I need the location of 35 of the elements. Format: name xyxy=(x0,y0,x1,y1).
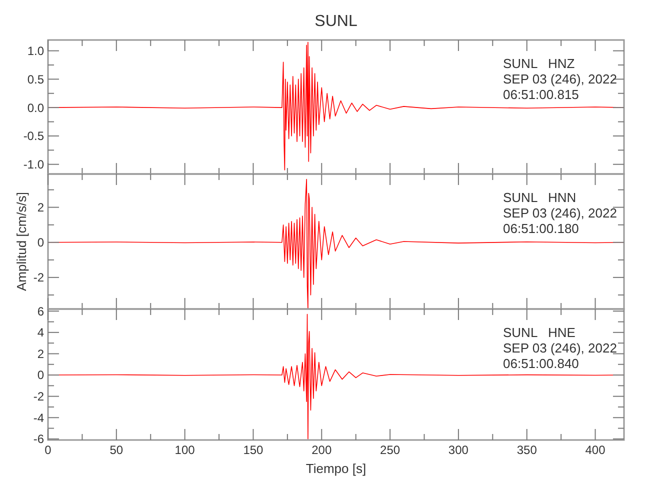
y-tick-label: 0 xyxy=(37,368,44,382)
y-tick-label: -1.0 xyxy=(23,158,44,172)
y-tick-label: -2 xyxy=(33,390,44,404)
x-tick-label: 100 xyxy=(174,443,196,457)
x-tick-label: 350 xyxy=(516,443,538,457)
y-tick-label: 0.5 xyxy=(27,72,44,86)
y-tick-label: 2 xyxy=(37,200,44,215)
y-axis-title: Amplitud [cm/s/s] xyxy=(14,192,29,291)
annotation: 06:51:00.840 xyxy=(503,356,579,371)
y-tick-label: -0.5 xyxy=(23,129,44,144)
y-tick-label: -2 xyxy=(33,270,44,285)
annotation: 06:51:00.815 xyxy=(503,87,579,102)
y-tick-label: 6 xyxy=(37,304,44,318)
x-tick-label: 250 xyxy=(380,443,400,457)
annotation: SUNL HNE xyxy=(503,325,576,340)
annotation: 06:51:00.180 xyxy=(503,221,579,236)
x-axis-title: Tiempo [s] xyxy=(306,461,366,476)
y-tick-label: -6 xyxy=(33,432,44,446)
y-tick-label: 4 xyxy=(37,326,44,340)
annotation: SEP 03 (246), 2022 xyxy=(503,72,617,86)
annotation: SUNL HNZ xyxy=(503,56,575,71)
y-tick-label: 2 xyxy=(37,346,44,361)
x-tick-label: 150 xyxy=(243,443,264,457)
annotation: SEP 03 (246), 2022 xyxy=(503,206,617,220)
x-tick-label: 50 xyxy=(110,443,124,457)
annotation: SEP 03 (246), 2022 xyxy=(503,340,617,356)
y-tick-label: -4 xyxy=(33,410,44,425)
x-tick-label: 400 xyxy=(585,443,606,457)
y-tick-label: 0 xyxy=(37,236,44,250)
y-tick-label: 1.0 xyxy=(27,44,44,58)
x-tick-label: 300 xyxy=(448,443,469,457)
y-tick-label: 0.0 xyxy=(27,100,44,115)
x-tick-label: 200 xyxy=(312,443,332,457)
chart-title: SUNL xyxy=(314,13,358,30)
annotation: SUNL HNN xyxy=(503,190,576,205)
